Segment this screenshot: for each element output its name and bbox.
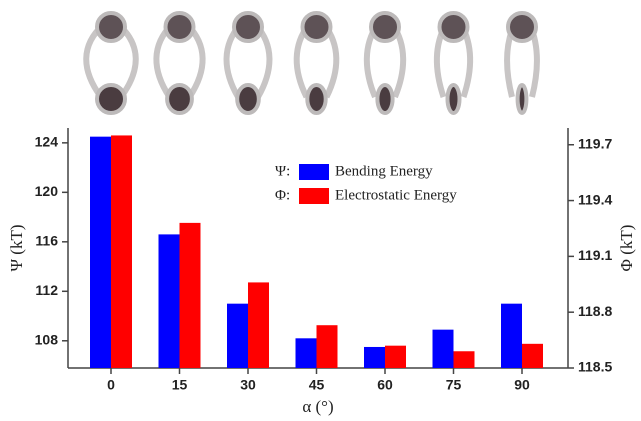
y2-axis-label: Φ (kT): [617, 225, 636, 272]
y-tick-label: 120: [35, 183, 59, 199]
bar: [522, 343, 543, 368]
bar: [227, 303, 248, 368]
bead: [165, 83, 194, 115]
bead: [515, 83, 529, 115]
bar: [501, 303, 522, 368]
bar: [453, 351, 475, 368]
legend-symbol: Φ:: [275, 187, 290, 203]
x-axis-label: α (°): [302, 397, 333, 416]
bead: [163, 11, 196, 43]
legend-label: Electrostatic Energy: [335, 187, 457, 203]
x-tick-label: 15: [172, 377, 188, 393]
bead: [506, 11, 538, 43]
legend-swatch: [299, 164, 329, 180]
x-tick-label: 45: [309, 377, 325, 393]
y2-tick-label: 119.1: [578, 247, 612, 263]
bar: [316, 325, 338, 368]
y-tick-label: 124: [35, 134, 59, 150]
bar: [248, 282, 269, 368]
bead: [437, 11, 470, 43]
y-axis-label: Ψ (kT): [7, 225, 26, 272]
y2-tick-label: 119.4: [578, 191, 612, 207]
bead: [235, 83, 261, 115]
y-tick-label: 116: [35, 233, 58, 249]
y2-tick-label: 118.8: [578, 303, 612, 319]
y-tick-label: 112: [35, 282, 58, 298]
y2-tick-label: 119.7: [578, 135, 612, 151]
legend-swatch: [299, 188, 329, 204]
x-tick-label: 75: [446, 377, 462, 393]
bar: [111, 135, 132, 368]
bar: [364, 346, 385, 368]
legend-symbol: Ψ:: [275, 163, 290, 179]
x-tick-label: 0: [107, 377, 115, 393]
bead: [232, 11, 264, 43]
bead: [445, 83, 462, 115]
bar: [385, 345, 406, 368]
legend-label: Bending Energy: [335, 163, 433, 179]
bead: [300, 11, 333, 43]
bar: [295, 338, 317, 368]
bar: [179, 222, 201, 368]
bead: [95, 83, 127, 115]
bar: [90, 136, 111, 368]
x-tick-label: 90: [514, 377, 530, 393]
bead: [375, 83, 395, 115]
bar: [158, 234, 180, 368]
bead: [95, 11, 127, 43]
bar: [432, 329, 454, 368]
loop-renderings: [83, 11, 540, 115]
x-tick-label: 60: [377, 377, 393, 393]
y-tick-label: 108: [35, 331, 59, 347]
y2-tick-label: 118.5: [578, 359, 612, 375]
bead: [305, 83, 328, 115]
bead: [369, 11, 401, 43]
x-tick-label: 30: [240, 377, 256, 393]
